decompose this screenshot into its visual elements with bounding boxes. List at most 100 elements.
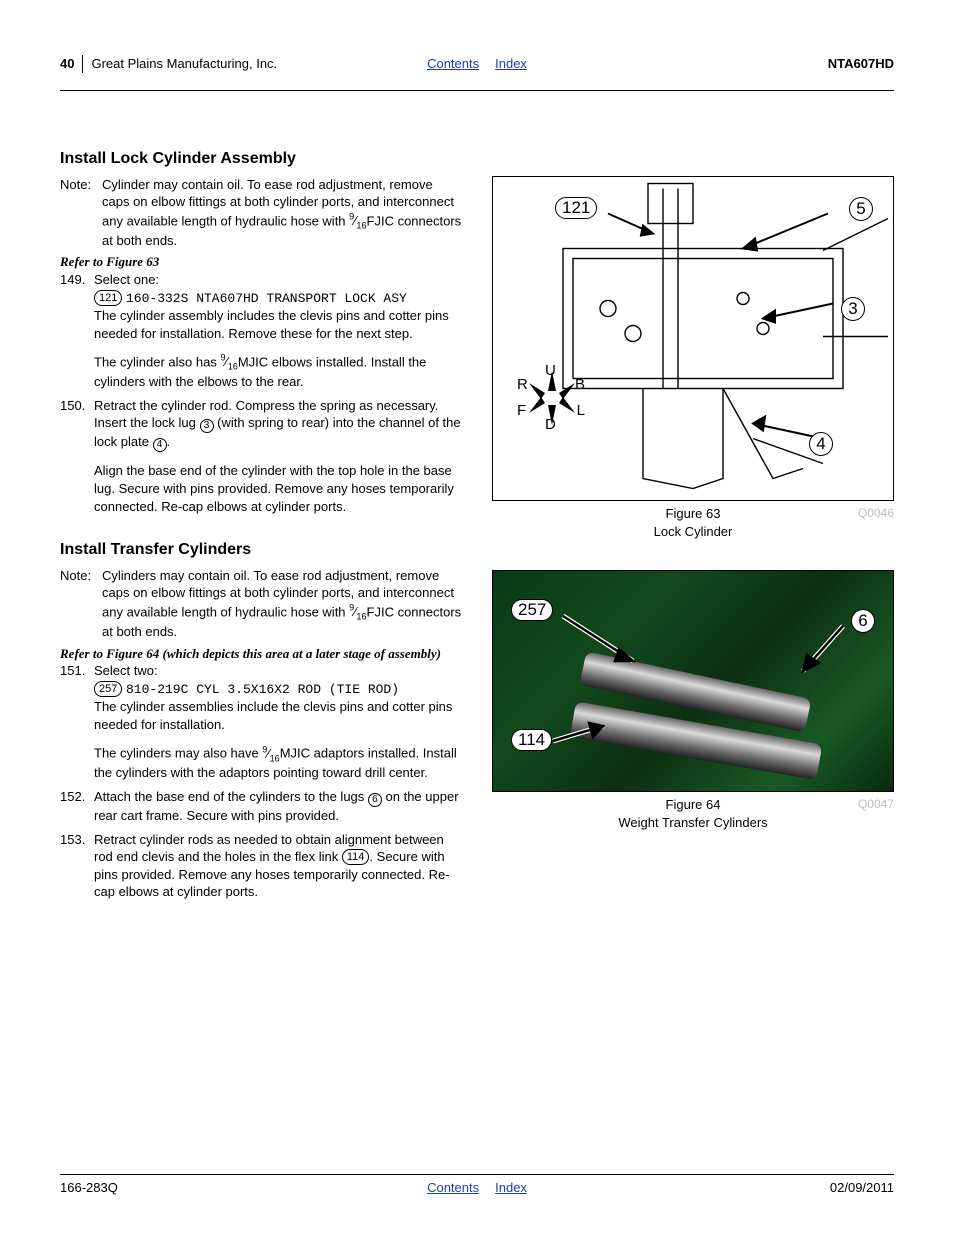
compass-b: B — [575, 375, 585, 395]
step-p1c: . — [167, 434, 171, 449]
step-body: Select two: 257 810-219C CYL 3.5X16X2 RO… — [94, 662, 462, 782]
fig63-callout-4: 4 — [809, 432, 833, 456]
contents-link[interactable]: Contents — [427, 1179, 479, 1197]
note-row-2: Note: Cylinders may contain oil. To ease… — [60, 567, 462, 641]
compass-f: F — [517, 401, 526, 421]
doc-date: 02/09/2011 — [830, 1179, 894, 1197]
page-footer: 166-283Q Contents Index 02/09/2011 — [60, 1179, 894, 1197]
company-name: Great Plains Manufacturing, Inc. — [91, 55, 277, 73]
step-151: 151. Select two: 257 810-219C CYL 3.5X16… — [60, 662, 462, 782]
left-column: Install Lock Cylinder Assembly Note: Cyl… — [60, 148, 462, 1155]
step-body: Attach the base end of the cylinders to … — [94, 788, 462, 825]
fraction: 9⁄16 — [220, 354, 237, 369]
step-p2: Align the base end of the cylinder with … — [94, 463, 454, 513]
figure-63-box: 121 5 3 4 U D R B F L — [492, 176, 894, 501]
figure-64-box: 257 6 114 — [492, 570, 894, 792]
step-p1a: Attach the base end of the cylinders to … — [94, 789, 368, 804]
frac-num: 9 — [349, 212, 354, 222]
fig64-callout-6: 6 — [851, 609, 875, 633]
step-152: 152. Attach the base end of the cylinder… — [60, 788, 462, 825]
step-lead: Select two: — [94, 663, 158, 678]
compass-l: L — [577, 401, 585, 421]
fig64-callout-257: 257 — [511, 599, 553, 621]
step-150: 150. Retract the cylinder rod. Compress … — [60, 397, 462, 515]
header-rule — [60, 90, 894, 91]
frac-den: 16 — [356, 221, 366, 231]
step-p2a: The cylinder also has — [94, 354, 220, 369]
fig63-callout-121: 121 — [555, 197, 597, 219]
index-link[interactable]: Index — [495, 1179, 527, 1197]
page-number: 40 — [60, 55, 74, 73]
ref-circ: 3 — [200, 419, 214, 433]
header-divider — [82, 55, 83, 73]
note-body: Cylinder may contain oil. To ease rod ad… — [102, 176, 462, 250]
model-code: NTA607HD — [828, 55, 894, 73]
fig-qcode: Q0046 — [858, 505, 894, 521]
fig63-callout-5: 5 — [849, 197, 873, 221]
step-body: Select one: 121 160-332S NTA607HD TRANSP… — [94, 271, 462, 391]
note-body: Cylinders may contain oil. To ease rod a… — [102, 567, 462, 641]
fraction: 9⁄16 — [262, 746, 279, 761]
step-num: 151. — [60, 662, 94, 782]
compass-u: U — [545, 361, 556, 381]
section-title-lock: Install Lock Cylinder Assembly — [60, 148, 462, 170]
steps-list-2: 151. Select two: 257 810-219C CYL 3.5X16… — [60, 662, 462, 901]
step-153: 153. Retract cylinder rods as needed to … — [60, 831, 462, 901]
note-row-1: Note: Cylinder may contain oil. To ease … — [60, 176, 462, 250]
fig-qcode: Q0047 — [858, 796, 894, 812]
fig64-callout-114: 114 — [511, 729, 552, 751]
step-p1: The cylinder assemblies include the clev… — [94, 699, 452, 732]
step-body: Retract the cylinder rod. Compress the s… — [94, 397, 462, 515]
fraction: 9⁄16 — [349, 604, 366, 619]
part-code: 810-219C CYL 3.5X16X2 ROD (TIE ROD) — [126, 682, 399, 697]
step-num: 150. — [60, 397, 94, 515]
footer-rule — [60, 1174, 894, 1175]
frac-num: 9 — [220, 353, 225, 363]
part-ref-oval: 257 — [94, 681, 122, 697]
right-column: 121 5 3 4 U D R B F L Figure 63 Q0046 Lo… — [492, 148, 894, 1155]
part-ref-oval: 121 — [94, 290, 122, 306]
step-149: 149. Select one: 121 160-332S NTA607HD T… — [60, 271, 462, 391]
ref-circ: 4 — [153, 438, 167, 452]
frac-den: 16 — [228, 362, 238, 372]
page-header: 40 Great Plains Manufacturing, Inc. Cont… — [60, 55, 894, 73]
part-code: 160-332S NTA607HD TRANSPORT LOCK ASY — [126, 291, 407, 306]
step-num: 149. — [60, 271, 94, 391]
refer-fig63: Refer to Figure 63 — [60, 253, 462, 271]
refer-fig64: Refer to Figure 64 (which depicts this a… — [60, 645, 462, 663]
step-num: 152. — [60, 788, 94, 825]
figure-64-caption: Figure 64 Q0047 Weight Transfer Cylinder… — [492, 796, 894, 831]
footer-links: Contents Index — [427, 1179, 527, 1197]
section-title-transfer: Install Transfer Cylinders — [60, 539, 462, 561]
compass: U D R B F L — [521, 367, 583, 429]
step-p1: The cylinder assembly includes the clevi… — [94, 308, 449, 341]
frac-num: 9 — [262, 744, 267, 754]
ref-circ: 6 — [368, 793, 382, 807]
ref-oval: 114 — [342, 849, 370, 865]
contents-link[interactable]: Contents — [427, 55, 479, 73]
content: Install Lock Cylinder Assembly Note: Cyl… — [60, 148, 894, 1155]
step-p2a: The cylinders may also have — [94, 746, 262, 761]
fig-title: Weight Transfer Cylinders — [618, 815, 767, 830]
figure-63-caption: Figure 63 Q0046 Lock Cylinder — [492, 505, 894, 540]
fig-label: Figure 63 — [666, 506, 721, 521]
fig63-callout-3: 3 — [841, 297, 865, 321]
frac-num: 9 — [349, 603, 354, 613]
header-links: Contents Index — [427, 55, 527, 73]
compass-d: D — [545, 415, 556, 435]
step-lead: Select one: — [94, 272, 159, 287]
index-link[interactable]: Index — [495, 55, 527, 73]
fig-title: Lock Cylinder — [654, 524, 733, 539]
fig-label: Figure 64 — [666, 797, 721, 812]
step-num: 153. — [60, 831, 94, 901]
note-label: Note: — [60, 567, 102, 641]
doc-code: 166-283Q — [60, 1179, 118, 1197]
figure-63-svg — [493, 177, 893, 500]
note-label: Note: — [60, 176, 102, 250]
frac-den: 16 — [356, 612, 366, 622]
fraction: 9⁄16 — [349, 213, 366, 228]
step-body: Retract cylinder rods as needed to obtai… — [94, 831, 462, 901]
steps-list-1: 149. Select one: 121 160-332S NTA607HD T… — [60, 271, 462, 515]
compass-r: R — [517, 375, 528, 395]
figure-64-svg — [493, 571, 893, 793]
